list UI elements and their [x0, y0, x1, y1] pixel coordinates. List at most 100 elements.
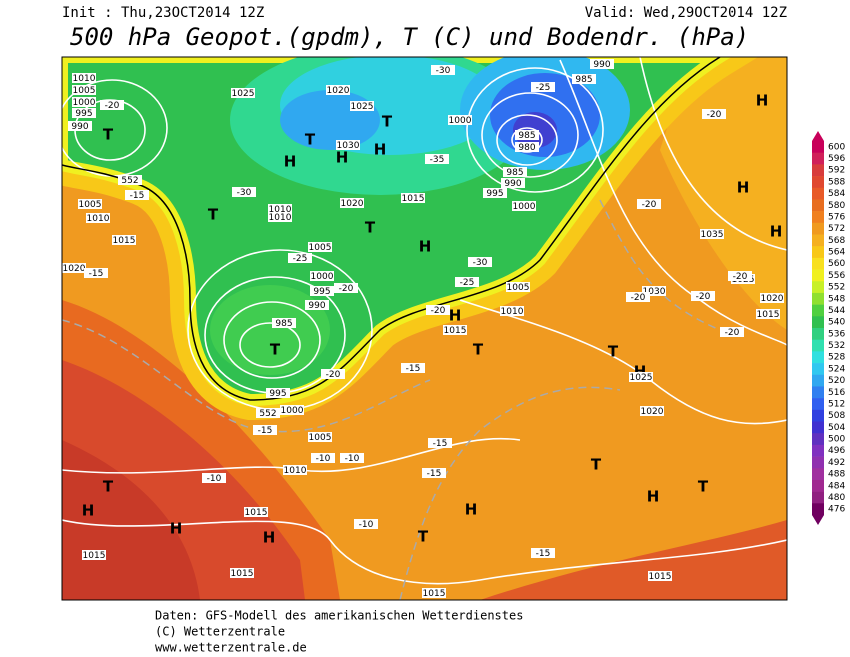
isobar-label-text: 995	[75, 109, 92, 119]
scale-swatch	[812, 503, 824, 516]
scale-swatch	[812, 211, 824, 224]
isobar-label: 1005	[308, 242, 332, 253]
isobar-label-box	[308, 242, 332, 252]
temperature-label-box	[84, 268, 108, 278]
isobar-label: 1015	[443, 325, 467, 336]
temperature-label: -20	[426, 305, 450, 316]
isobar-label: 990	[590, 59, 614, 70]
isobar-label: 1015	[230, 568, 254, 579]
isobar-label: 995	[266, 388, 290, 399]
isobar-label: 1035	[700, 229, 724, 240]
scale-swatch	[812, 152, 824, 165]
temperature-label-box	[531, 82, 555, 92]
isobar-label: 985	[272, 318, 296, 329]
temperature-label-box	[232, 187, 256, 197]
pressure-center: T	[208, 206, 219, 224]
scale-label: 524	[828, 364, 845, 374]
scale-label: 528	[828, 353, 845, 363]
scale-label: 512	[828, 399, 845, 409]
isobar-label-box	[572, 74, 596, 84]
isobar-label-box	[503, 167, 527, 177]
isobar-label: 1015	[648, 571, 672, 582]
isobar-label: 985	[503, 167, 527, 178]
scale-swatch	[812, 234, 824, 247]
isobar-label-text: 1005	[309, 433, 332, 443]
isobar-label-box	[112, 235, 136, 245]
field-lightblue	[280, 90, 380, 150]
isobar-label: 1000	[512, 201, 536, 212]
scale-label: 540	[828, 318, 845, 328]
temperature-label-box	[455, 277, 479, 287]
temperature-label-box	[401, 363, 425, 373]
isobar-label-text: 1000	[311, 272, 334, 282]
temperature-label-text: -15	[433, 439, 448, 449]
isobar-label-box	[448, 115, 472, 125]
scale-label: 544	[828, 306, 845, 316]
temperature-label-text: -10	[359, 520, 374, 530]
temperature-label-box	[422, 468, 446, 478]
isobar-label-text: 1015	[444, 326, 467, 336]
scale-label: 516	[828, 388, 845, 398]
scale-label: 576	[828, 212, 845, 222]
scale-swatch	[812, 328, 824, 340]
temperature-label: -20	[334, 283, 358, 294]
temperature-label-text: -15	[406, 364, 421, 374]
scale-swatch	[812, 386, 824, 399]
scale-swatch	[812, 421, 824, 434]
isobar-label-box	[268, 204, 292, 214]
isobar-label: 990	[305, 300, 329, 311]
scale-label: 488	[828, 470, 845, 480]
temperature-label: -15	[84, 268, 108, 279]
map-frame	[61, 56, 788, 601]
temperature-label-box	[125, 190, 149, 200]
isobar-label: 1020	[640, 406, 664, 417]
temperature-label: -10	[340, 453, 364, 464]
temperature-label-box	[425, 154, 449, 164]
temperature-label-box	[354, 519, 378, 529]
temperature-label: -20	[637, 199, 661, 210]
isobar-label: 1000	[280, 405, 304, 416]
isobar-label-box	[62, 263, 86, 273]
isobar-label-text: 1005	[309, 243, 332, 253]
isobar-label-text: 985	[506, 168, 523, 178]
pressure-center: H	[336, 149, 349, 167]
temperature-label: -15	[531, 548, 555, 559]
isobar-label: 1025	[629, 372, 653, 383]
isobar-label-text: 1020	[641, 407, 664, 417]
temperature-label-box	[531, 548, 555, 558]
isobar-label: 990	[501, 178, 525, 189]
isobar-label-text: 1010	[284, 466, 307, 476]
scale-swatch	[812, 374, 824, 387]
isobar-label: 1015	[756, 309, 780, 320]
isobar-label: 995	[72, 108, 96, 119]
temperature-label: -20	[728, 271, 752, 282]
color-scale: 6005965925885845805765725685645605565525…	[812, 131, 845, 525]
scale-arrow-bottom	[812, 515, 824, 525]
temperature-label: -20	[702, 109, 726, 120]
scale-swatch	[812, 479, 824, 492]
isobar-label-box	[700, 229, 724, 239]
pressure-center: T	[270, 341, 281, 359]
temperature-label-box	[637, 199, 661, 209]
scale-label: 520	[828, 376, 845, 386]
isobar-label-text: 1015	[245, 508, 268, 518]
pressure-center: T	[608, 343, 619, 361]
isobar-label: 1005	[506, 282, 530, 293]
scale-label: 584	[828, 189, 845, 199]
isobar-label: 1025	[350, 101, 374, 112]
isobar-label-box	[244, 507, 268, 517]
temperature-label: -35	[425, 154, 449, 165]
height-label-box	[118, 175, 142, 185]
isobar-label-text: 1005	[507, 283, 530, 293]
temperature-label-text: -25	[460, 278, 475, 288]
scale-swatch	[812, 468, 824, 481]
scale-label: 480	[828, 493, 845, 503]
isobar-label-box	[760, 293, 784, 303]
temperature-label-box	[321, 369, 345, 379]
isobar-label-box	[308, 432, 332, 442]
height-label: 552	[118, 175, 142, 186]
temperature-label-box	[428, 438, 452, 448]
temperature-label-text: -20	[105, 101, 120, 111]
